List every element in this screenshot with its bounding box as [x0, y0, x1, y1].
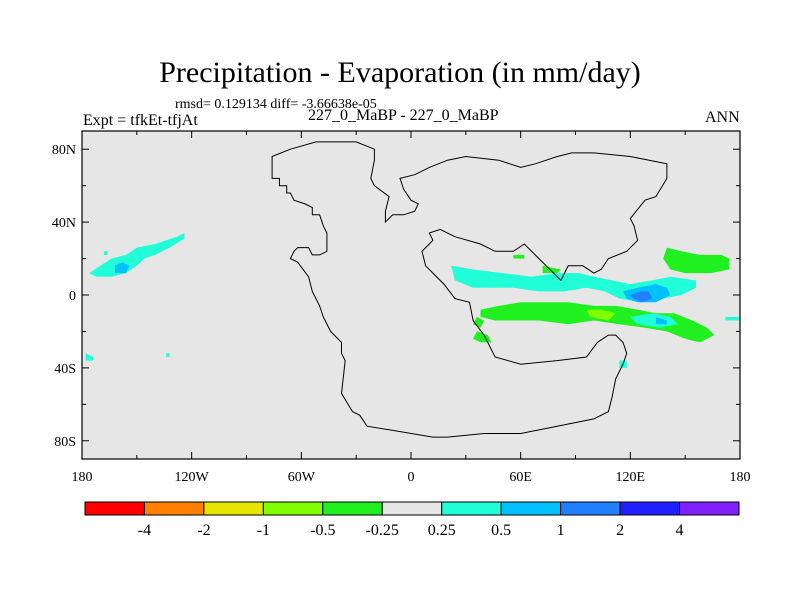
contour-region-17 [473, 316, 485, 328]
colorbar-label-1: -2 [197, 522, 210, 539]
stats-line: rmsd= 0.129134 diff= -3.66638e-05 [175, 97, 377, 112]
colorbar-box-1 [143, 501, 205, 516]
colorbar-label-6: 0.5 [491, 522, 511, 539]
colorbar-box-0 [84, 501, 145, 516]
contour-region-9 [586, 309, 616, 321]
colorbar-box-2 [203, 501, 264, 516]
y-tick-label-4: 80S [54, 435, 76, 450]
contour-region-7 [630, 291, 653, 303]
colorbar-label-9: 4 [676, 522, 684, 539]
axis-ticks: 180 120W 60W 0 60E 120E 180 80N 40N 0 40S 80S [52, 131, 751, 485]
colorbar-box-4 [322, 501, 383, 516]
contour-region-0 [89, 233, 185, 277]
contour-region-3 [103, 251, 108, 255]
colorbar: -4 -2 -1 -0.5 -0.25 0.25 0.5 1 2 4 [84, 501, 740, 539]
x-tick-label-2: 60W [288, 470, 316, 485]
contour-region-12 [663, 247, 729, 274]
contour-region-14 [513, 254, 525, 259]
colorbar-box-5 [381, 501, 443, 516]
y-tick-label-3: 40S [54, 362, 76, 377]
x-tick-label-1: 120W [175, 470, 210, 485]
colorbar-box-6 [441, 501, 502, 516]
coastline [271, 141, 668, 438]
x-tick-label-4: 60E [509, 470, 532, 485]
y-tick-label-0: 80N [52, 143, 76, 158]
colorbar-box-7 [500, 501, 562, 516]
x-tick-label-6: 180 [730, 470, 751, 485]
contour-region-11 [655, 316, 667, 325]
colorbar-box-10 [679, 501, 740, 516]
y-tick-label-2: 0 [69, 289, 76, 304]
colorbar-label-5: 0.25 [428, 522, 456, 539]
y-tick-label-1: 40N [52, 216, 76, 231]
contour-region-13 [725, 316, 740, 321]
colorbar-label-8: 2 [616, 522, 624, 539]
x-tick-label-5: 120E [616, 470, 646, 485]
chart-title: Precipitation - Evaporation (in mm/day) [159, 56, 641, 89]
contour-region-15 [542, 265, 561, 274]
center-label: 227_0_MaBP - 227_0_MaBP [308, 107, 499, 124]
contour-region-1 [114, 262, 130, 274]
colorbar-label-0: -4 [138, 522, 151, 539]
colorbar-label-7: 1 [557, 522, 565, 539]
colorbar-label-2: -1 [257, 522, 270, 539]
x-tick-label-3: 0 [408, 470, 415, 485]
right-label: ANN [705, 109, 740, 126]
contour-region-4 [166, 353, 170, 357]
colorbar-label-4: -0.25 [366, 522, 399, 539]
colorbar-label-3: -0.5 [310, 522, 335, 539]
contour-region-8 [480, 302, 715, 343]
x-tick-label-0: 180 [72, 470, 93, 485]
colorbar-box-8 [560, 501, 621, 516]
colorbar-box-3 [262, 501, 324, 516]
left-label: Expt = tfkEt-tfjAt [83, 112, 198, 129]
contour-region-2 [85, 353, 93, 361]
plot-area [81, 130, 741, 460]
colorbar-box-9 [619, 501, 681, 516]
